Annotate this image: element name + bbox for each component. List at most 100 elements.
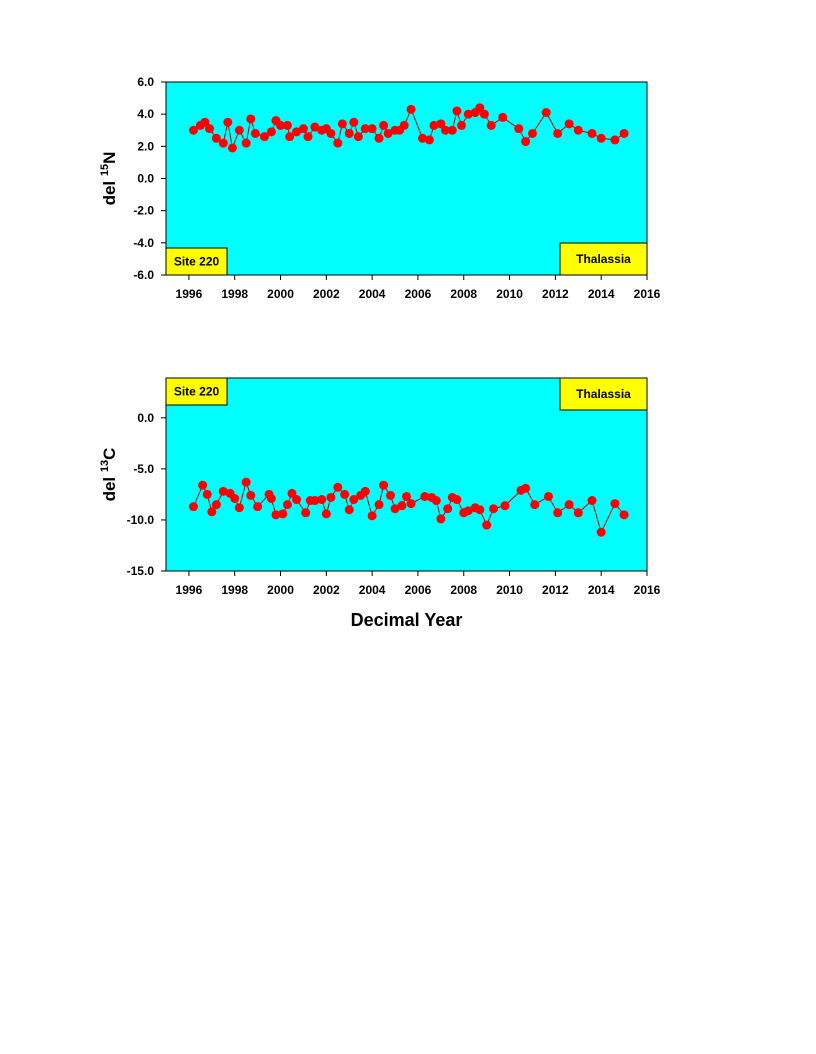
data-point	[303, 132, 313, 142]
x-tick-label: 2000	[267, 583, 294, 597]
data-point	[456, 120, 466, 130]
data-point	[475, 103, 485, 113]
annotation: Site 220	[174, 385, 220, 399]
data-point	[266, 127, 276, 137]
data-point	[573, 508, 583, 518]
data-point	[429, 120, 439, 130]
data-point	[374, 133, 384, 143]
data-point	[498, 112, 508, 122]
y-tick-label: 0.0	[137, 172, 154, 186]
data-point	[436, 514, 446, 524]
data-point	[553, 128, 563, 138]
data-point	[340, 489, 350, 499]
data-point	[619, 510, 629, 520]
data-line	[193, 480, 625, 534]
y-axis-label-part: N	[100, 152, 119, 164]
data-point	[360, 124, 370, 134]
data-point	[374, 500, 384, 510]
data-point	[321, 509, 331, 519]
data-point	[541, 108, 551, 118]
data-point	[399, 120, 409, 130]
data-point	[333, 138, 343, 148]
x-tick-label: 2006	[405, 583, 432, 597]
data-point	[218, 486, 228, 496]
data-point	[246, 114, 256, 124]
data-point	[253, 502, 263, 512]
data-point	[527, 128, 537, 138]
annotation-box	[559, 242, 648, 276]
data-point	[326, 492, 336, 502]
data-point	[418, 133, 428, 143]
x-tick-label: 2010	[496, 583, 523, 597]
data-point	[553, 508, 563, 518]
x-tick-label: 2002	[313, 287, 340, 301]
data-point	[310, 122, 320, 132]
y-tick-label: -4.0	[133, 236, 154, 250]
data-point	[205, 124, 215, 134]
data-point	[619, 128, 629, 138]
data-point	[440, 125, 450, 135]
x-tick-label: 2014	[588, 583, 615, 597]
data-point	[241, 477, 251, 487]
y-axis-label-part: C	[100, 448, 119, 460]
y-tick-label: 4.0	[137, 107, 154, 121]
y-tick-label: -5.0	[133, 462, 154, 476]
data-point	[379, 120, 389, 130]
data-point	[246, 490, 256, 500]
data-point	[287, 488, 297, 498]
x-tick-label: 2016	[634, 287, 661, 301]
data-point	[482, 520, 492, 530]
data-point	[587, 128, 597, 138]
y-axis-label-part: 13	[99, 460, 111, 472]
annotation: Site 220	[174, 255, 220, 269]
data-point	[447, 125, 457, 135]
data-point	[353, 132, 363, 142]
data-point	[564, 500, 574, 510]
data-point	[443, 504, 453, 514]
x-tick-label: 2014	[588, 287, 615, 301]
y-axis-label-part: del	[100, 176, 119, 205]
data-point	[390, 504, 400, 514]
data-point	[298, 124, 308, 134]
data-point	[397, 501, 407, 511]
data-point	[436, 119, 446, 129]
data-point	[379, 480, 389, 490]
data-point	[514, 124, 524, 134]
x-tick-label: 1998	[221, 287, 248, 301]
data-point	[337, 119, 347, 129]
data-point	[475, 505, 485, 515]
data-point	[266, 493, 276, 503]
x-tick-label: 1996	[176, 583, 203, 597]
data-point	[367, 511, 377, 521]
x-tick-label: 2008	[450, 287, 477, 301]
data-point	[250, 128, 260, 138]
data-point	[521, 483, 531, 493]
annotation: Thalassia	[576, 252, 631, 266]
data-point	[486, 120, 496, 130]
data-point	[402, 491, 411, 501]
x-tick-label: 2000	[267, 287, 294, 301]
data-point	[420, 491, 430, 501]
data-point	[202, 489, 212, 499]
data-point	[282, 120, 292, 130]
data-point	[406, 104, 416, 114]
data-point	[452, 495, 462, 505]
data-point	[234, 125, 244, 135]
data-point	[349, 495, 359, 505]
y-axis-label: del 13C	[99, 448, 119, 502]
data-point	[271, 510, 281, 520]
data-point	[360, 486, 370, 496]
data-point	[207, 507, 217, 517]
data-point	[544, 491, 554, 501]
data-point	[573, 125, 583, 135]
data-point	[326, 128, 336, 138]
y-tick-label: -10.0	[127, 513, 155, 527]
data-point	[285, 132, 295, 142]
y-tick-label: -6.0	[133, 268, 154, 282]
data-point	[385, 490, 395, 500]
x-tick-label: 2012	[542, 287, 569, 301]
data-point	[463, 506, 473, 516]
data-point	[344, 505, 354, 515]
x-tick-label: 2010	[496, 287, 523, 301]
